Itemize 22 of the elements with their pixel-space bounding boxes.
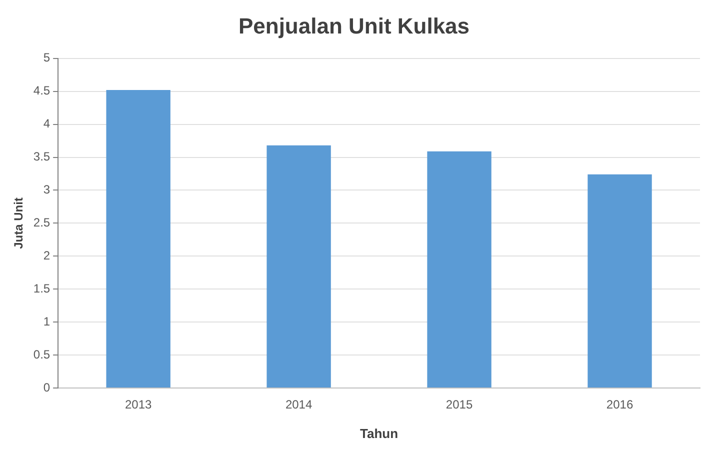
bar xyxy=(106,90,170,388)
y-tick-label: 3.5 xyxy=(33,150,50,164)
y-axis-title: Juta Unit xyxy=(12,198,26,249)
y-tick-label: 2 xyxy=(43,248,50,262)
y-tick-label: 1 xyxy=(43,314,50,328)
bar xyxy=(427,151,492,388)
y-tick-label: 4.5 xyxy=(33,84,50,98)
x-tick-label: 2014 xyxy=(285,398,312,412)
x-tick-label: 2013 xyxy=(124,398,152,412)
y-tick-label: 0.5 xyxy=(33,347,50,362)
y-tick-label: 5 xyxy=(43,50,50,65)
y-tick-label: 4 xyxy=(43,116,50,131)
x-tick-label: 2016 xyxy=(606,398,634,412)
x-axis-title: Tahun xyxy=(360,426,398,441)
y-tick-label: 2.5 xyxy=(33,216,50,230)
y-tick-label: 0 xyxy=(43,380,50,394)
y-tick-label: 3 xyxy=(43,182,50,197)
bar xyxy=(588,174,652,388)
bar xyxy=(266,145,331,388)
x-tick-label: 2015 xyxy=(446,398,473,412)
y-tick-label: 1.5 xyxy=(33,281,50,296)
chart-title: Penjualan Unit Kulkas xyxy=(238,13,470,38)
